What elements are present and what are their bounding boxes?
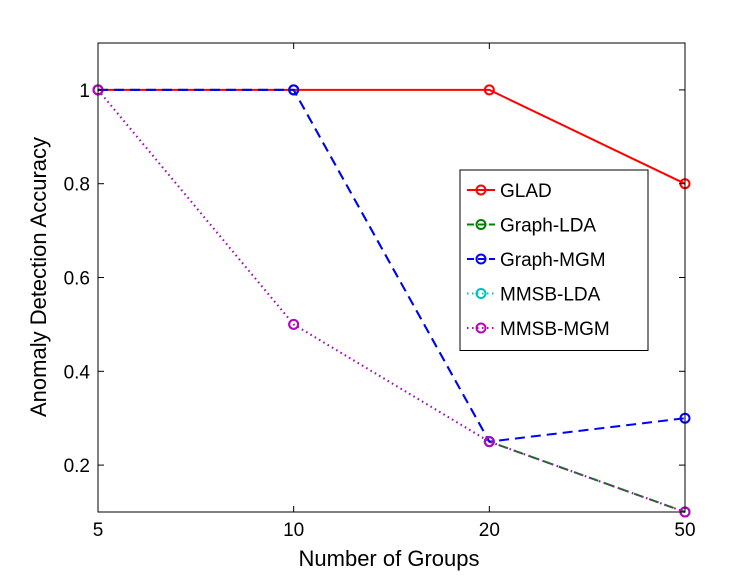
- data-point-graph-mgm: [288, 84, 300, 96]
- x-axis-label: Number of Groups: [299, 546, 480, 571]
- legend-label: MMSB-LDA: [500, 285, 601, 306]
- legend-marker: [475, 184, 487, 196]
- legend-marker: [475, 253, 487, 265]
- x-tick-label: 5: [93, 520, 104, 541]
- y-axis-label: Anomaly Detection Accuracy: [26, 137, 51, 417]
- legend-label: GLAD: [500, 181, 552, 202]
- series-line-graph-mgm: [98, 88, 686, 443]
- legend-label: MMSB-MGM: [500, 319, 610, 340]
- legend: GLAD Graph-LDA Graph-MGM MMSB-LDA MMSB-MGM: [459, 169, 649, 351]
- y-tick-label: 0.8: [64, 175, 90, 196]
- y-tick-label: 0.4: [64, 362, 91, 383]
- legend-box: [459, 169, 649, 351]
- legend-marker: [475, 322, 487, 334]
- x-tick-label: 50: [674, 520, 695, 541]
- y-tick-label: 0.2: [64, 456, 90, 477]
- x-tick-label: 10: [283, 520, 304, 541]
- legend-label: Graph-MGM: [500, 250, 606, 271]
- data-point-glad: [483, 84, 495, 96]
- legend-label: Graph-LDA: [500, 216, 596, 237]
- legend-marker: [475, 288, 487, 299]
- y-tick-label: 0.6: [64, 269, 90, 290]
- y-tick-label: 1: [79, 81, 90, 102]
- data-point-mmsb-mgm: [288, 318, 300, 330]
- x-tick-label: 20: [479, 520, 500, 541]
- data-point-mmsb-mgm: [483, 436, 495, 448]
- legend-marker: [475, 219, 487, 230]
- axes: 5 10 20 50 0.2 0.4 0.6 0.8 1: [64, 42, 696, 541]
